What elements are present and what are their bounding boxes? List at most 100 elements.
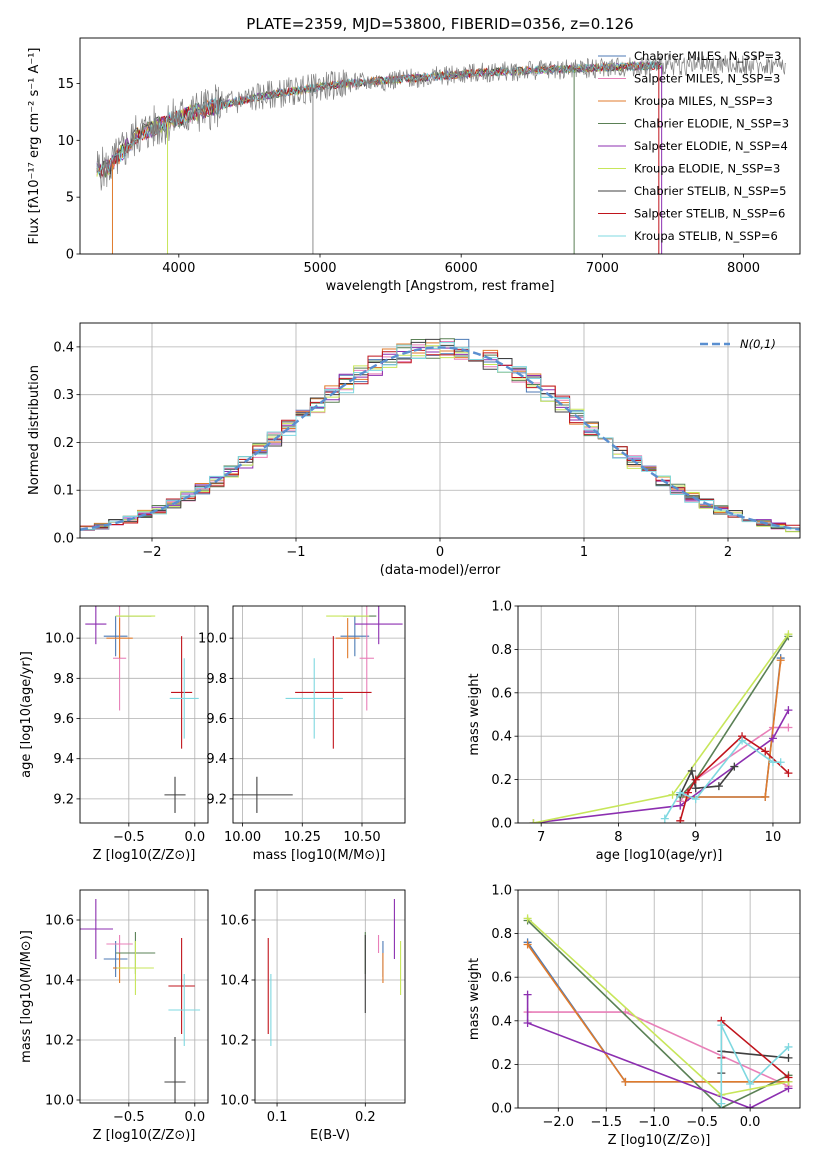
legend-label-4: Salpeter ELODIE, N_SSP=4 [634,139,788,153]
weight-marker-8 [746,1080,755,1089]
x-tick-label: 10.00 [224,830,261,845]
axes-frame [79,322,801,539]
x-tick-label: 4000 [162,261,195,276]
weight-marker-4 [523,1018,532,1027]
legend-label-1: Salpeter MILES, N_SSP=3 [634,72,780,86]
plot-area [96,54,786,254]
y-tick-label: 0.6 [491,971,512,986]
histogram-8 [80,342,800,530]
y-tick-label: 5 [66,191,74,206]
y-tick-label: 10.6 [220,914,249,929]
model-line-8 [96,60,662,175]
weight-line-4 [533,709,790,823]
weight-marker-4 [784,706,793,715]
x-tick-label: −0.5 [113,830,145,845]
axes-frame [79,889,209,1104]
y-tick-label: 10.0 [220,1094,249,1109]
y-tick-label: 1.0 [491,884,512,899]
weight-marker-8 [691,795,700,804]
y-tick-label: 0.2 [53,436,74,451]
x-axis-label: age [log10(age/yr)] [596,848,723,863]
plot-area [518,606,800,823]
axes-frame [517,605,801,824]
x-tick-label: −1.5 [590,1115,622,1130]
y-tick-label: 10.4 [45,974,74,989]
weight-line-7 [679,735,789,822]
gaussian-curve [80,346,800,531]
x-axis-label: (data-model)/error [380,563,501,578]
x-tick-label: 8 [614,830,622,845]
weight-marker-7 [691,775,700,784]
weight-marker-6 [784,1053,793,1062]
y-tick-label: 0.0 [53,532,74,547]
x-tick-label: 10.25 [284,830,321,845]
x-tick-label: 5000 [303,261,336,276]
x-axis-label: Z [log10(Z/Z⊙)] [93,1128,196,1143]
weight-line-3 [527,919,789,1108]
weight-marker-8 [776,758,785,767]
x-tick-label: −1 [286,545,305,560]
legend-label-5: Kroupa ELODIE, N_SSP=3 [634,162,780,176]
weight-marker-5 [523,914,532,923]
weight-marker-2 [761,792,770,801]
y-tick-label: 0.2 [491,1058,512,1073]
weight-marker-5 [529,819,538,823]
weight-line-3 [679,635,790,798]
y-tick-label: 9.4 [53,752,74,767]
y-tick-label: 10.2 [45,1034,74,1049]
histogram-5 [80,345,800,533]
axes-frame [79,605,209,824]
weight-marker-8 [768,758,777,767]
weight-marker-2 [621,1077,630,1086]
x-tick-label: 0.2 [355,1110,376,1125]
panel-mass-vs-Z: −0.5 0.0 10.0 10.2 10.4 10.6 Z [log10(Z/Z⊙)] ma… [19,889,209,1143]
weight-line-8 [720,1024,790,1104]
weight-marker-5 [784,630,793,639]
y-tick-label: 10.4 [220,974,249,989]
x-tick-label: 7 [537,830,545,845]
data-spectrum-line [96,54,786,191]
axes-frame [517,889,801,1109]
x-tick-label: 7000 [586,261,619,276]
y-tick-label: 0.4 [491,730,512,745]
x-tick-label: 8000 [727,261,760,276]
plot-area [80,890,208,1103]
y-axis-label: age [log10(age/yr)] [19,651,34,778]
y-tick-label: 1.0 [491,600,512,615]
weight-marker-4 [768,734,777,743]
x-tick-label: 0.1 [267,1110,288,1125]
panel-mass-vs-EBV: 0.1 0.2 10.4 10.6 10.2 10.0 E(B-V) [220,889,406,1143]
panel-weight-vs-Z: −2.0 −1.5 −1.0 −0.5 0.0 0.0 0.2 0.4 0.6 0.8 1.0 Z [… [467,884,801,1148]
x-tick-label: −2 [142,545,161,560]
panel-weight-vs-age: 7 8 9 10 0.0 0.2 0.4 0.6 0.8 1.0 age [log10(age/yr… [467,600,801,863]
y-tick-label: 10.6 [45,914,74,929]
weight-marker-2 [523,940,532,949]
x-tick-label: 2 [724,545,732,560]
y-axis-label: mass weight [467,673,482,755]
legend-label-7: Salpeter STELIB, N_SSP=6 [634,207,785,221]
y-tick-label: 0.2 [491,773,512,788]
plot-area [80,606,208,823]
x-tick-label: −0.5 [686,1115,718,1130]
x-axis-label: Z [log10(Z/Z⊙)] [608,1133,711,1148]
legend-label-8: Kroupa STELIB, N_SSP=6 [634,229,778,243]
weight-marker-1 [784,723,793,732]
y-tick-label: 9.6 [206,712,227,727]
legend-label-2: Kroupa MILES, N_SSP=3 [634,94,773,108]
plot-area [518,890,800,1108]
x-tick-label: 10.50 [343,830,380,845]
weight-marker-8 [660,814,669,823]
weight-line-2 [526,944,789,1083]
y-tick-label: 0.4 [491,1014,512,1029]
y-tick-label: 0.4 [53,340,74,355]
y-tick-label: 0.8 [491,927,512,942]
legend-label-6: Chabrier STELIB, N_SSP=5 [634,184,786,198]
x-axis-label: E(B-V) [310,1128,350,1143]
x-tick-label: 0.0 [184,830,205,845]
y-axis-label: Flux [fλ10⁻¹⁷ erg cm⁻² s⁻¹ A⁻¹] [27,48,42,245]
y-tick-label: 0 [66,248,74,263]
weight-marker-2 [776,656,785,665]
plot-area [80,323,800,538]
x-tick-label: 9 [692,830,700,845]
